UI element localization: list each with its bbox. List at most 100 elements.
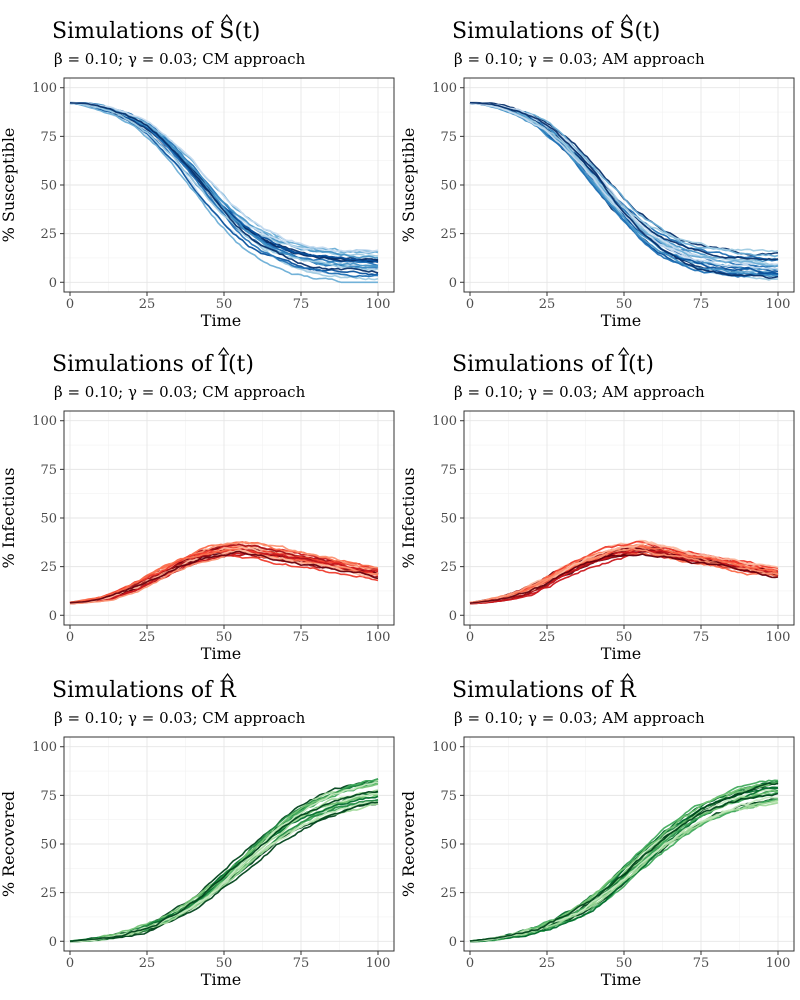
y-axis-label: % Recovered <box>0 791 18 897</box>
y-tick-label: 100 <box>32 81 57 96</box>
title-hat-mark <box>221 13 233 23</box>
simulation-line <box>69 102 379 271</box>
simulation-line <box>469 101 779 279</box>
y-tick-label: 75 <box>440 130 457 145</box>
x-tick-label: 50 <box>616 297 633 312</box>
simulation-line <box>469 549 779 605</box>
y-tick-label: 75 <box>440 463 457 478</box>
y-tick-label: 25 <box>40 560 57 575</box>
chart-title: Simulations of S(t) <box>452 19 660 44</box>
y-tick-label: 75 <box>40 463 57 478</box>
y-tick-label: 100 <box>32 740 57 755</box>
simulation-line <box>70 801 379 943</box>
title-symbol: S <box>219 19 234 44</box>
x-tick-label: 25 <box>139 297 156 312</box>
title-symbol: R <box>219 678 237 703</box>
y-tick-label: 0 <box>49 935 57 950</box>
y-tick-label: 100 <box>432 740 457 755</box>
simulation-line <box>69 790 379 943</box>
y-tick-label: 100 <box>32 414 57 429</box>
x-tick-label: 25 <box>539 297 556 312</box>
x-tick-label: 75 <box>293 630 310 645</box>
y-tick-label: 75 <box>440 789 457 804</box>
x-tick-label: 0 <box>66 956 74 971</box>
x-tick-label: 25 <box>539 630 556 645</box>
x-tick-label: 75 <box>693 297 710 312</box>
chart-subtitle: β = 0.10; γ = 0.03; AM approach <box>454 383 705 401</box>
x-tick-label: 100 <box>766 630 791 645</box>
title-symbol: I <box>619 352 628 377</box>
y-tick-label: 0 <box>49 276 57 291</box>
y-tick-label: 25 <box>40 227 57 242</box>
simulation-line <box>469 102 779 277</box>
y-tick-label: 50 <box>40 179 57 194</box>
chart-title: Simulations of I(t) <box>52 352 254 377</box>
y-tick-label: 75 <box>40 130 57 145</box>
y-tick-label: 100 <box>432 414 457 429</box>
x-tick-label: 25 <box>539 956 556 971</box>
y-tick-label: 0 <box>449 609 457 624</box>
x-tick-label: 0 <box>66 297 74 312</box>
y-tick-label: 0 <box>49 609 57 624</box>
chart-panel-6: Simulations of R β = 0.10; γ = 0.03; AM a… <box>399 672 795 989</box>
chart-panel-4: Simulations of I(t) β = 0.10; γ = 0.03; A… <box>399 346 795 663</box>
simulation-line <box>69 550 379 604</box>
x-tick-label: 50 <box>216 297 233 312</box>
x-tick-label: 50 <box>616 956 633 971</box>
x-tick-label: 50 <box>216 630 233 645</box>
x-tick-label: 0 <box>466 956 474 971</box>
x-axis-label: Time <box>601 644 641 663</box>
y-axis-label: % Infectious <box>0 468 18 569</box>
x-tick-label: 100 <box>366 630 391 645</box>
x-tick-label: 100 <box>366 297 391 312</box>
x-tick-label: 25 <box>139 956 156 971</box>
simulation-line <box>69 102 379 276</box>
y-axis-label: % Recovered <box>399 791 418 897</box>
x-tick-label: 75 <box>693 630 710 645</box>
y-tick-label: 50 <box>40 512 57 527</box>
y-tick-label: 25 <box>440 886 457 901</box>
x-tick-label: 75 <box>693 956 710 971</box>
x-tick-label: 75 <box>293 956 310 971</box>
x-tick-label: 0 <box>466 630 474 645</box>
chart-panel-1: Simulations of S(t) β = 0.10; γ = 0.03; C… <box>0 13 395 330</box>
y-tick-label: 25 <box>40 886 57 901</box>
chart-subtitle: β = 0.10; γ = 0.03; CM approach <box>54 50 306 68</box>
simulation-line <box>469 792 779 942</box>
y-axis-label: % Infectious <box>399 468 418 569</box>
y-tick-label: 75 <box>40 789 57 804</box>
simulation-line <box>69 102 378 284</box>
chart-subtitle: β = 0.10; γ = 0.03; AM approach <box>454 709 705 727</box>
simulation-line <box>69 102 379 274</box>
y-tick-label: 50 <box>440 838 457 853</box>
x-axis-label: Time <box>601 311 641 330</box>
chart-title: Simulations of S(t) <box>52 19 260 44</box>
x-tick-label: 100 <box>766 956 791 971</box>
title-hat-mark <box>218 346 230 356</box>
x-tick-label: 0 <box>466 297 474 312</box>
title-symbol: R <box>619 678 637 703</box>
y-tick-label: 25 <box>440 227 457 242</box>
x-axis-label: Time <box>201 311 241 330</box>
x-axis-label: Time <box>601 970 641 989</box>
y-tick-label: 0 <box>449 935 457 950</box>
title-hat-mark <box>222 672 234 682</box>
y-tick-label: 25 <box>440 560 457 575</box>
title-symbol: I <box>219 352 228 377</box>
y-tick-label: 50 <box>440 512 457 527</box>
x-tick-label: 0 <box>66 630 74 645</box>
chart-panel-2: Simulations of S(t) β = 0.10; γ = 0.03; A… <box>399 13 795 330</box>
chart-subtitle: β = 0.10; γ = 0.03; AM approach <box>454 50 705 68</box>
chart-subtitle: β = 0.10; γ = 0.03; CM approach <box>54 709 306 727</box>
x-tick-label: 75 <box>293 297 310 312</box>
y-tick-label: 50 <box>40 838 57 853</box>
simulation-line <box>469 796 779 943</box>
chart-title: Simulations of I(t) <box>452 352 654 377</box>
y-tick-label: 50 <box>440 179 457 194</box>
chart-panel-5: Simulations of R β = 0.10; γ = 0.03; CM a… <box>0 672 395 989</box>
simulation-line <box>69 101 379 254</box>
title-hat-mark <box>618 346 630 356</box>
x-tick-label: 50 <box>616 630 633 645</box>
y-tick-label: 100 <box>432 81 457 96</box>
